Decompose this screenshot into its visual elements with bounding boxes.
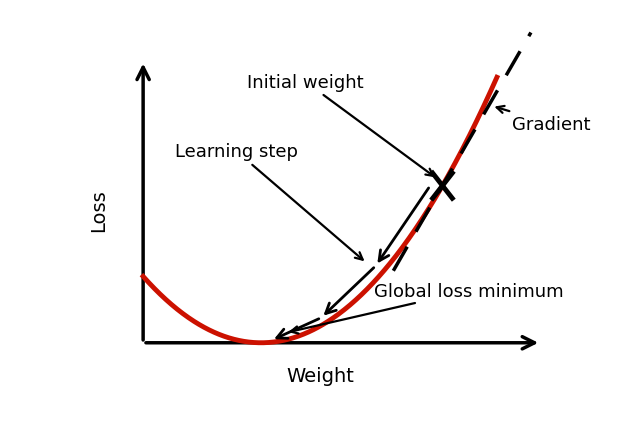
Text: Global loss minimum: Global loss minimum (291, 282, 564, 334)
Text: Initial weight: Initial weight (247, 74, 433, 176)
Text: Learning step: Learning step (175, 143, 363, 260)
Text: Weight: Weight (286, 367, 354, 386)
Text: Gradient: Gradient (496, 107, 590, 133)
Text: Loss: Loss (89, 189, 108, 232)
